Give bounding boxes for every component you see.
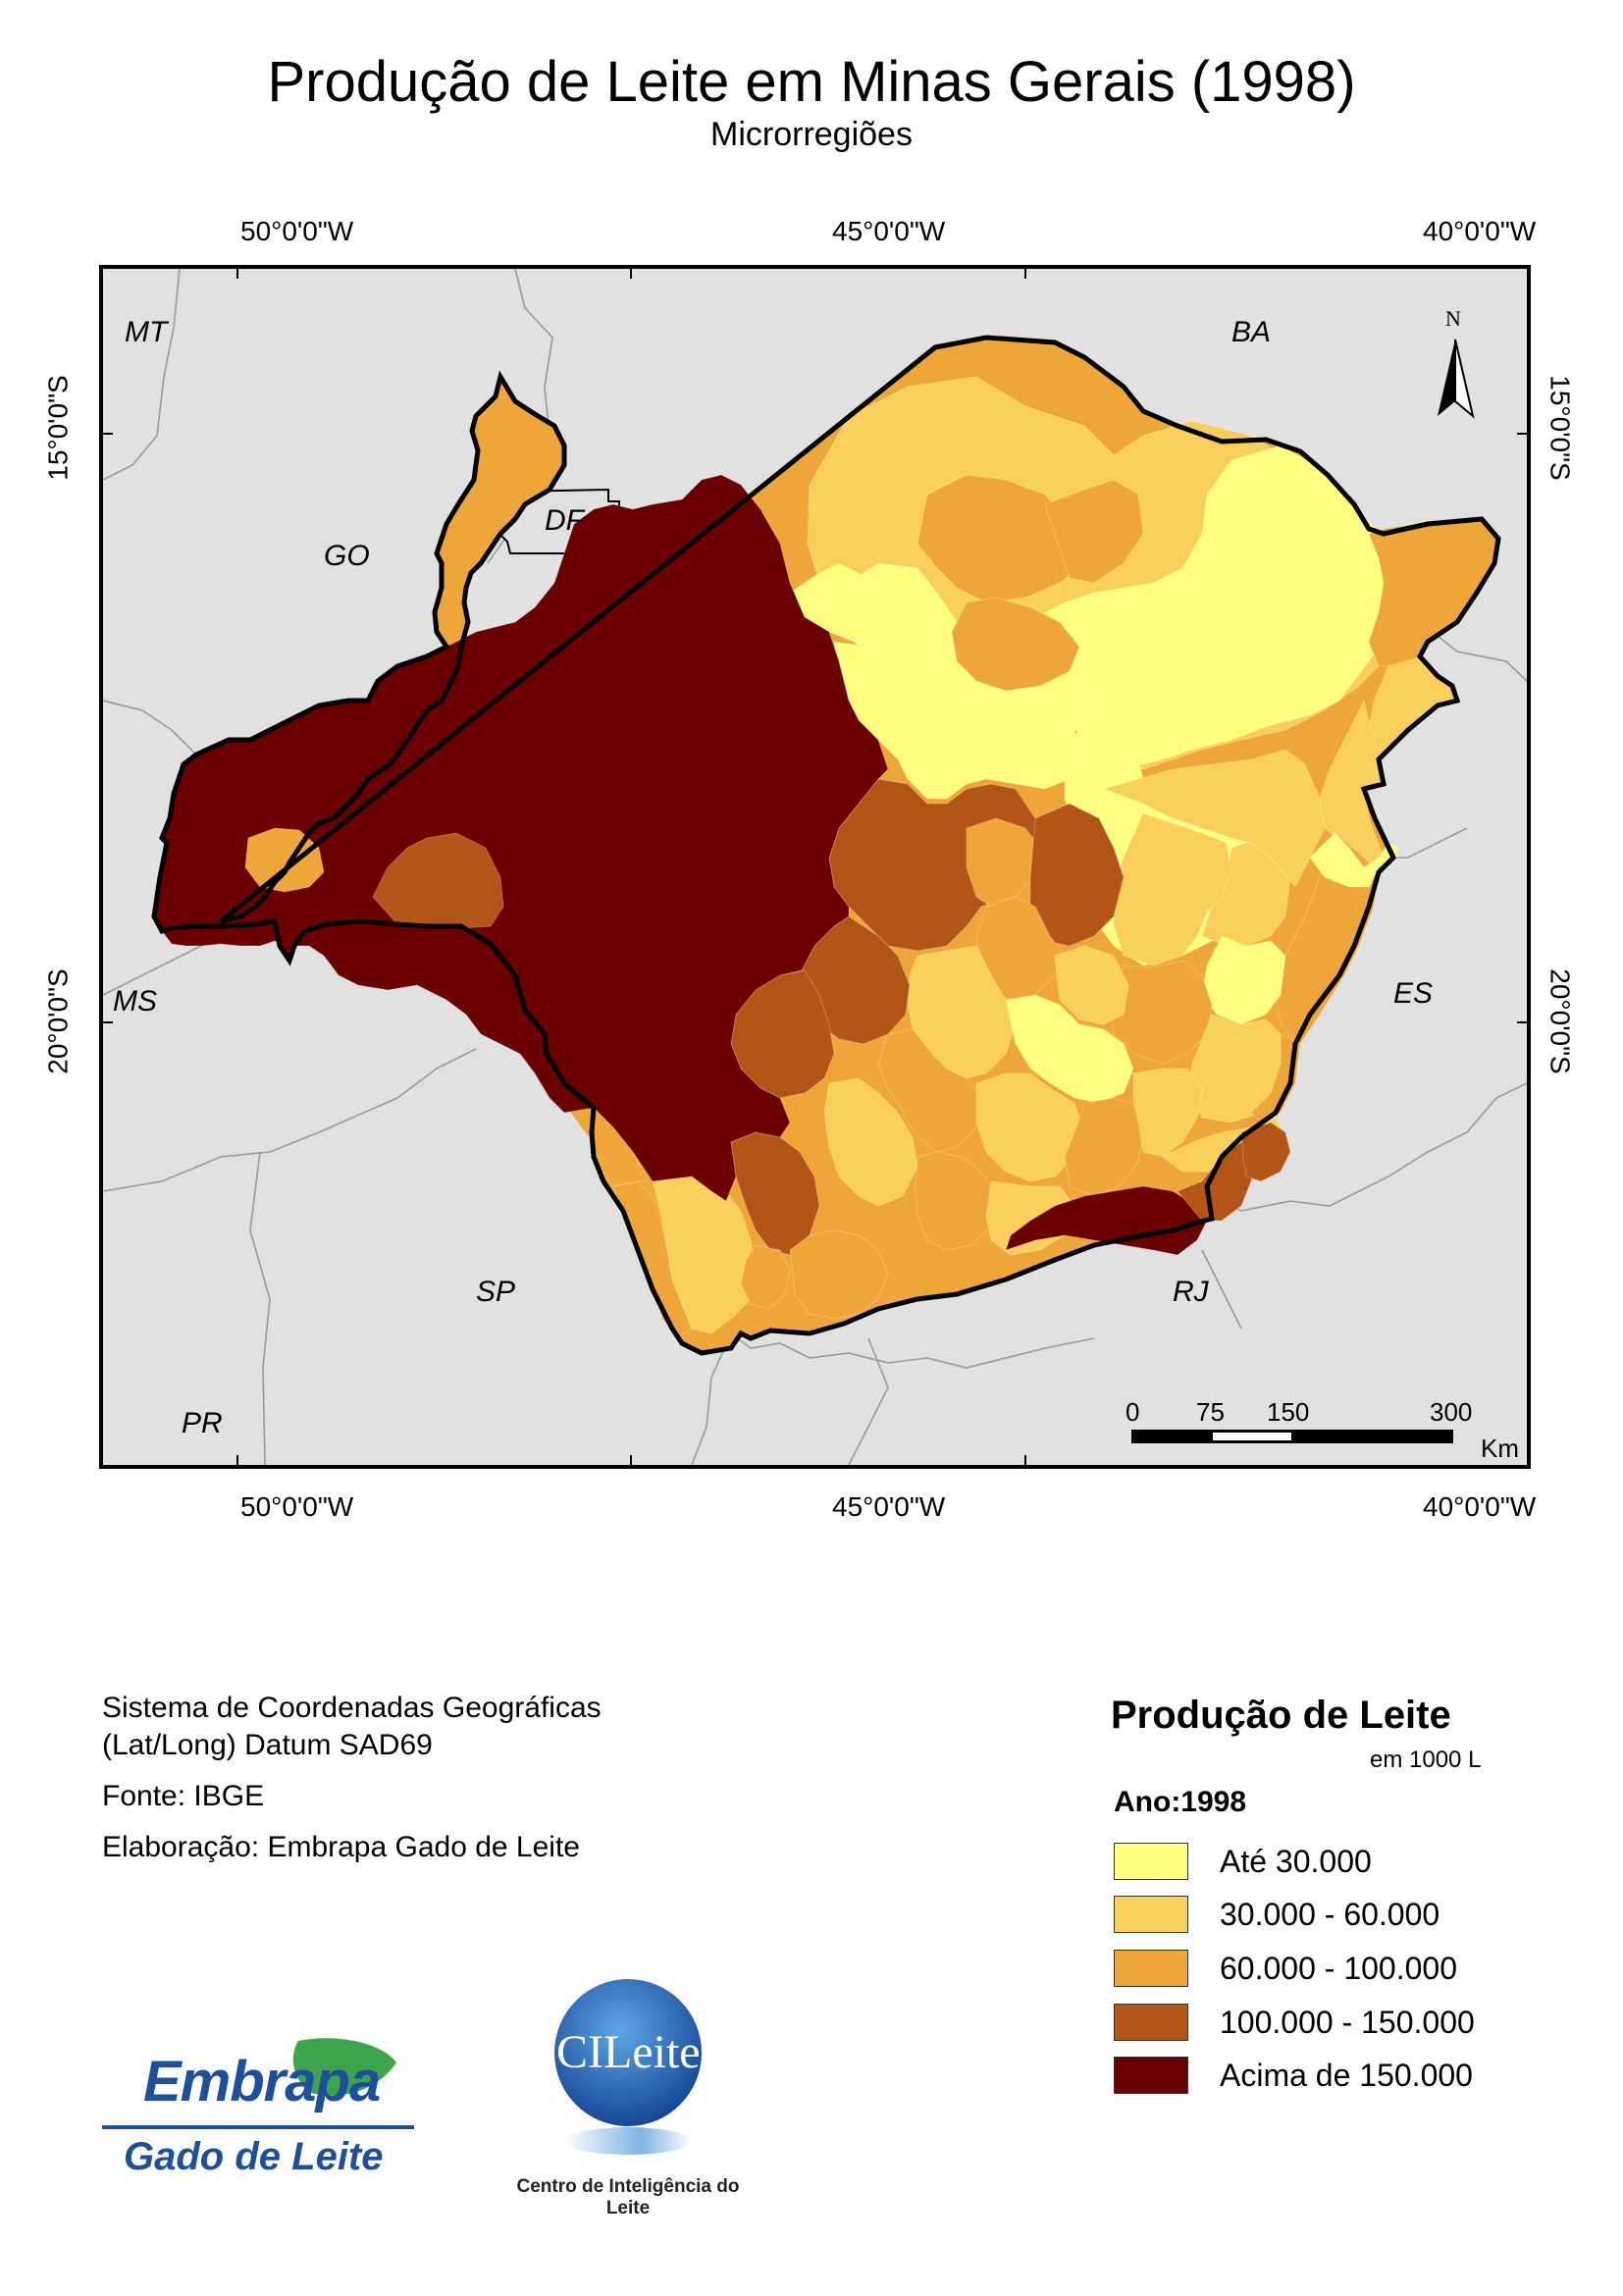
scale-tick-0: 0 xyxy=(1126,1397,1140,1427)
state-label-ms: MS xyxy=(113,985,157,1018)
state-label-es: ES xyxy=(1393,977,1434,1010)
scale-tick-150: 150 xyxy=(1267,1397,1310,1427)
cileite-wordmark: CILeite xyxy=(556,2026,701,2078)
source-text: Fonte: IBGE xyxy=(102,1780,265,1812)
legend-title: Produção de Leite xyxy=(1111,1694,1451,1737)
coord-system-line1: Sistema de Coordenadas Geográficas xyxy=(102,1692,602,1724)
lon-label-top-40: 40°0'0"W xyxy=(1423,216,1537,246)
state-label-rj: RJ xyxy=(1173,1276,1209,1308)
legend-label: 30.000 - 60.000 xyxy=(1220,1897,1440,1932)
elaboration-text: Elaboração: Embrapa Gado de Leite xyxy=(102,1831,580,1863)
embrapa-logo: Embrapa Gado de Leite xyxy=(102,2033,414,2190)
lat-label-left-15: 15°0'0"S xyxy=(42,375,74,481)
lon-label-top-50: 50°0'0"W xyxy=(240,216,354,246)
lat-label-left-20: 20°0'0"S xyxy=(42,968,74,1074)
lon-label-bottom-45: 45°0'0"W xyxy=(832,1491,946,1522)
map-title: Produção de Leite em Minas Gerais (1998) xyxy=(267,50,1356,114)
lat-label-right-20: 20°0'0"S xyxy=(1544,968,1576,1074)
state-label-mt: MT xyxy=(125,316,168,348)
legend-year: Ano:1998 xyxy=(1114,1786,1247,1818)
cileite-subtitle: Centro de Inteligência do Leite xyxy=(516,2176,740,2218)
cileite-globe-icon xyxy=(554,1979,702,2155)
embrapa-wordmark: Embrapa xyxy=(143,2050,381,2113)
embrapa-subtitle: Gado de Leite xyxy=(124,2135,384,2178)
legend-label: Até 30.000 xyxy=(1220,1844,1372,1879)
scale-unit: Km xyxy=(1481,1434,1519,1463)
legend-label: Acima de 150.000 xyxy=(1220,2058,1473,2093)
cileite-logo: CILeite Centro de Inteligência do Leite xyxy=(496,1974,760,2218)
state-label-pr: PR xyxy=(182,1407,223,1439)
state-label-ba: BA xyxy=(1231,316,1272,348)
lon-label-bottom-40: 40°0'0"W xyxy=(1423,1491,1537,1522)
state-label-sp: SP xyxy=(476,1276,516,1308)
lon-label-top-45: 45°0'0"W xyxy=(832,216,946,246)
graticule-ticks xyxy=(103,269,1527,1465)
map-frame: MT BA GO DF MS ES SP RJ PR N 0 75 150 30… xyxy=(99,265,1531,1469)
mg-border xyxy=(151,335,1501,1356)
map-subtitle: Microrregiões xyxy=(710,116,913,153)
north-arrow-label: N xyxy=(1445,306,1461,331)
state-label-go: GO xyxy=(324,540,370,572)
coord-system-line2: (Lat/Long) Datum SAD69 xyxy=(102,1729,433,1761)
state-boundaries xyxy=(103,269,1527,1465)
north-arrow-icon xyxy=(1438,339,1475,419)
state-label-df: DF xyxy=(545,504,584,537)
scale-tick-75: 75 xyxy=(1196,1397,1225,1427)
lon-label-bottom-50: 50°0'0"W xyxy=(240,1491,354,1522)
scale-tick-300: 300 xyxy=(1430,1397,1473,1427)
legend-swatch xyxy=(1114,1950,1188,1987)
choropleth-map xyxy=(103,269,1527,1465)
embrapa-leaf-icon xyxy=(102,2038,414,2129)
legend-swatch xyxy=(1114,2057,1188,2094)
legend-unit: em 1000 L xyxy=(1370,1747,1482,1773)
legend-swatch xyxy=(1114,2004,1188,2041)
legend-label: 60.000 - 100.000 xyxy=(1220,1951,1457,1986)
lat-label-right-15: 15°0'0"S xyxy=(1544,375,1576,481)
scale-bar xyxy=(1131,1430,1453,1443)
microregions xyxy=(153,376,1497,1339)
legend-swatch xyxy=(1114,1896,1188,1933)
legend-label: 100.000 - 150.000 xyxy=(1220,2005,1475,2040)
legend-swatch xyxy=(1114,1843,1188,1880)
